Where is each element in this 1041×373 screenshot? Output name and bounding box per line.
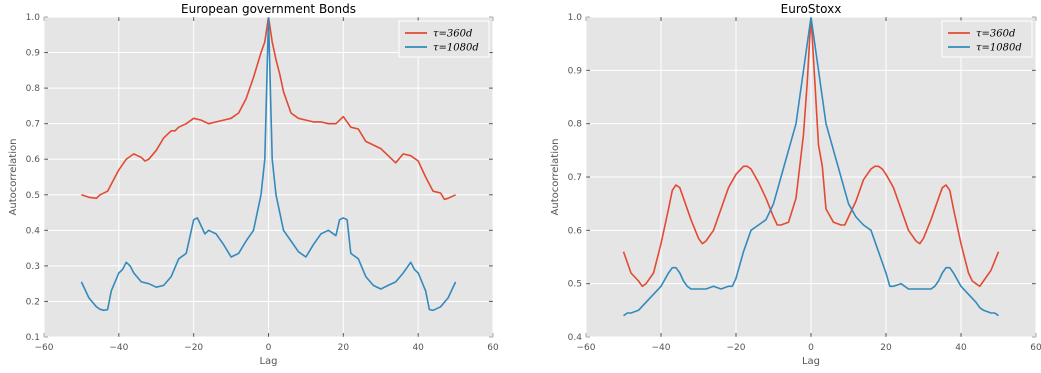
legend-label-0: τ=360d [433, 29, 472, 40]
legend-box [941, 20, 1033, 58]
legend: τ=360d τ=1080d [941, 20, 1033, 58]
y-tick-label: 0.2 [26, 297, 40, 307]
series-line-1 [623, 17, 999, 317]
x-tick-label: 0 [808, 343, 814, 353]
y-tick-label: 0.5 [26, 191, 40, 201]
y-tick-label: 0.5 [568, 280, 582, 290]
x-tick-label: −40 [109, 343, 128, 353]
y-tick-label: 0.4 [26, 226, 41, 236]
x-tick-label: 60 [1030, 343, 1041, 353]
y-tick-label: 0.6 [26, 155, 41, 165]
y-tick-label: 0.8 [568, 120, 583, 130]
legend-box [398, 20, 490, 58]
axes-frame [585, 16, 1037, 338]
chart-panel-0: −60 −40 −20 0 20 40 60 0.1 0.2 0.3 0.4 0.5 0.6 0.7 0.8… [8, 2, 499, 367]
x-tick-label: −60 [577, 343, 596, 353]
x-tick-label: 60 [487, 343, 499, 353]
y-tick-label: 0.7 [568, 173, 582, 183]
x-tick-label: −20 [727, 343, 746, 353]
y-tick-label: 0.3 [26, 262, 40, 272]
x-axis-label: Lag [802, 356, 820, 367]
y-tick-label: 0.1 [26, 333, 40, 343]
legend: τ=360d τ=1080d [398, 20, 490, 58]
x-tick-label: −40 [652, 343, 671, 353]
y-axis-label: Autocorrelation [550, 139, 561, 216]
y-tick-label: 0.7 [26, 120, 40, 130]
legend-label-1: τ=1080d [433, 43, 479, 54]
legend-label-1: τ=1080d [976, 43, 1022, 54]
y-tick-label: 0.9 [26, 49, 41, 59]
y-tick-label: 1.0 [26, 13, 41, 23]
y-tick-label: 1.0 [568, 13, 583, 23]
x-tick-label: −20 [184, 343, 203, 353]
axes-frame [43, 16, 494, 338]
x-tick-label: −60 [35, 343, 54, 353]
y-tick-label: 0.8 [26, 84, 41, 94]
legend-label-0: τ=360d [976, 29, 1015, 40]
chart-title: EuroStoxx [781, 2, 842, 16]
y-axis-label: Autocorrelation [8, 139, 19, 216]
series-line-1 [80, 17, 457, 312]
x-tick-label: 40 [955, 343, 967, 353]
x-tick-label: 0 [266, 343, 272, 353]
y-tick-label: 0.9 [568, 66, 583, 76]
x-axis-label: Lag [259, 356, 277, 367]
chart-panel-1: −60 −40 −20 0 20 40 60 0.4 0.5 0.6 0.7 0.8 0.9 1.0 Eur… [550, 2, 1041, 367]
y-tick-label: 0.6 [568, 226, 583, 236]
x-tick-label: 20 [880, 343, 892, 353]
x-tick-label: 20 [338, 343, 350, 353]
x-tick-label: 40 [412, 343, 424, 353]
series-line-0 [622, 17, 1000, 288]
series-line-0 [81, 17, 456, 201]
y-tick-label: 0.4 [568, 333, 583, 343]
chart-title: European government Bonds [181, 2, 356, 16]
